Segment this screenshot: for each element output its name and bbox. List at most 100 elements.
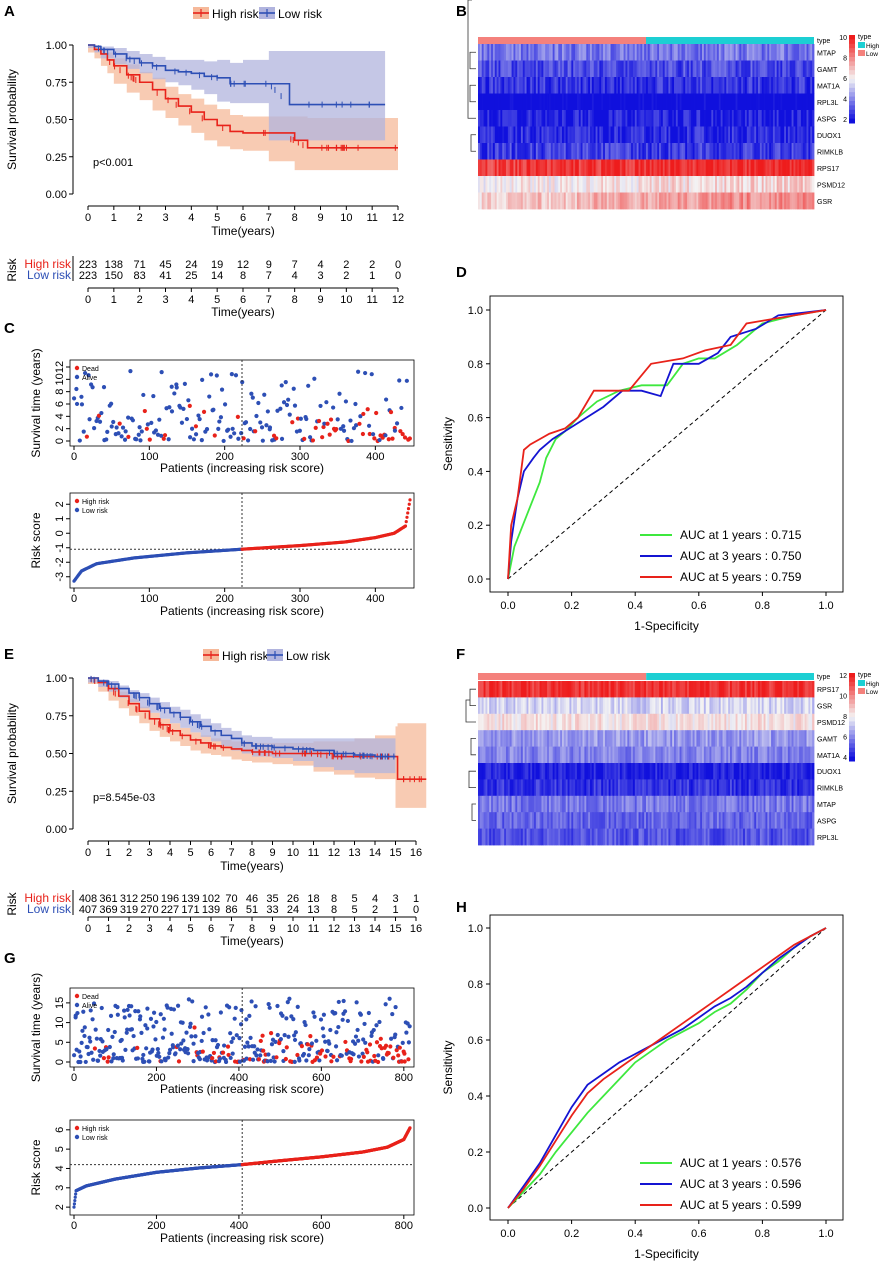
heatmap-cell (761, 143, 764, 160)
risk-x-tick-label: 0 (85, 294, 91, 306)
heatmap-cell (786, 795, 789, 813)
heatmap-cell (560, 126, 563, 144)
heatmap-cell (758, 126, 761, 144)
heatmap-cell (606, 159, 610, 177)
heatmap-cell (528, 126, 531, 144)
x-tick-label: 300 (291, 593, 309, 605)
heatmap-cell (789, 93, 792, 111)
heatmap-cell (504, 730, 507, 747)
heatmap-cell (535, 763, 539, 780)
heatmap-cell (571, 93, 574, 111)
heatmap-cell (649, 697, 652, 715)
heatmap-cell (791, 143, 794, 160)
heatmap-cell (761, 159, 764, 177)
heatmap-cell (674, 93, 677, 111)
heatmap-cell (632, 828, 636, 846)
alive-point (286, 397, 291, 402)
heatmap-cell (804, 763, 807, 780)
type-bar-low-risk (646, 37, 814, 44)
dead-point (201, 409, 207, 414)
heatmap-cell (621, 93, 624, 111)
heatmap-cell (743, 159, 746, 177)
heatmap-cell (629, 176, 632, 193)
heatmap-cell (812, 681, 815, 698)
heatmap-cell (595, 110, 598, 127)
heatmap-cell (733, 828, 736, 846)
heatmap-cell (621, 110, 624, 127)
heatmap-cell (560, 77, 563, 94)
heatmap-cell (597, 763, 600, 780)
heatmap-cell (703, 77, 707, 94)
heatmap-cell (478, 730, 481, 747)
heatmap-cell (575, 192, 578, 210)
heatmap-cell (569, 828, 572, 846)
heatmap-cell (735, 44, 738, 61)
heatmap-cell (644, 159, 647, 177)
heatmap-cell (481, 828, 484, 846)
heatmap-cell (666, 143, 669, 160)
heatmap-cell (562, 77, 565, 94)
heatmap-cell (646, 176, 649, 193)
heatmap-cell (720, 828, 723, 846)
heatmap-cell (588, 143, 591, 160)
heatmap-cell (573, 713, 576, 731)
heatmap-cell (743, 192, 746, 210)
heatmap-cell (724, 697, 727, 715)
heatmap-cell (479, 60, 483, 78)
heatmap-cell (793, 176, 796, 193)
heatmap-cell (677, 77, 680, 94)
heatmap-cell (802, 730, 806, 747)
alive-point (79, 394, 84, 399)
heatmap-cell (541, 697, 544, 715)
heatmap-cell (810, 779, 813, 797)
dendrogram-branch (471, 803, 476, 821)
heatmap-cell (698, 77, 701, 94)
heatmap-cell (556, 159, 559, 177)
heatmap-cell (537, 143, 540, 160)
heatmap-cell (509, 77, 512, 94)
heatmap-cell (504, 697, 507, 715)
heatmap-cell (623, 763, 626, 780)
heatmap-cell (812, 44, 815, 61)
heatmap-cell (655, 93, 658, 111)
heatmap-cell (690, 730, 694, 747)
heatmap-cell (795, 795, 798, 813)
heatmap-cell (716, 93, 720, 111)
heatmap-cell (804, 681, 807, 698)
heatmap-cell (743, 763, 746, 780)
heatmap-cell (733, 763, 736, 780)
heatmap-cell (750, 44, 753, 61)
risk-cell: 19 (211, 259, 223, 271)
heatmap-cell (765, 192, 768, 210)
heatmap-cell (539, 779, 542, 797)
heatmap-cell (696, 60, 699, 78)
heatmap-cell (575, 143, 578, 160)
heatmap-cell (752, 60, 755, 78)
alive-point (197, 416, 202, 422)
heatmap-cell (526, 681, 529, 698)
heatmap-cell (646, 192, 649, 210)
heatmap-cell (715, 110, 718, 127)
dendrogram-branch (470, 134, 476, 152)
heatmap-cell (606, 828, 610, 846)
heatmap-cell (588, 730, 591, 747)
heatmap-cell (703, 746, 707, 764)
heatmap-cell (651, 828, 654, 846)
heatmap-cell (511, 143, 514, 160)
heatmap-cell (498, 192, 501, 210)
heatmap-cell (690, 697, 694, 715)
heatmap-cell (795, 143, 798, 160)
heatmap-cell (804, 713, 807, 731)
y-tick-label: -1 (54, 543, 66, 553)
heatmap-cell (722, 828, 725, 846)
heatmap-cell (664, 763, 667, 780)
heatmap-cell (532, 60, 535, 78)
heatmap-cell (694, 110, 697, 127)
alive-point (200, 377, 205, 382)
heatmap-cell (599, 763, 602, 780)
heatmap-cell (707, 713, 710, 731)
risk-cell: 223 (79, 270, 97, 282)
heatmap-cell (608, 681, 611, 698)
heatmap-cell (517, 110, 520, 127)
scale-label: 8 (843, 714, 847, 721)
